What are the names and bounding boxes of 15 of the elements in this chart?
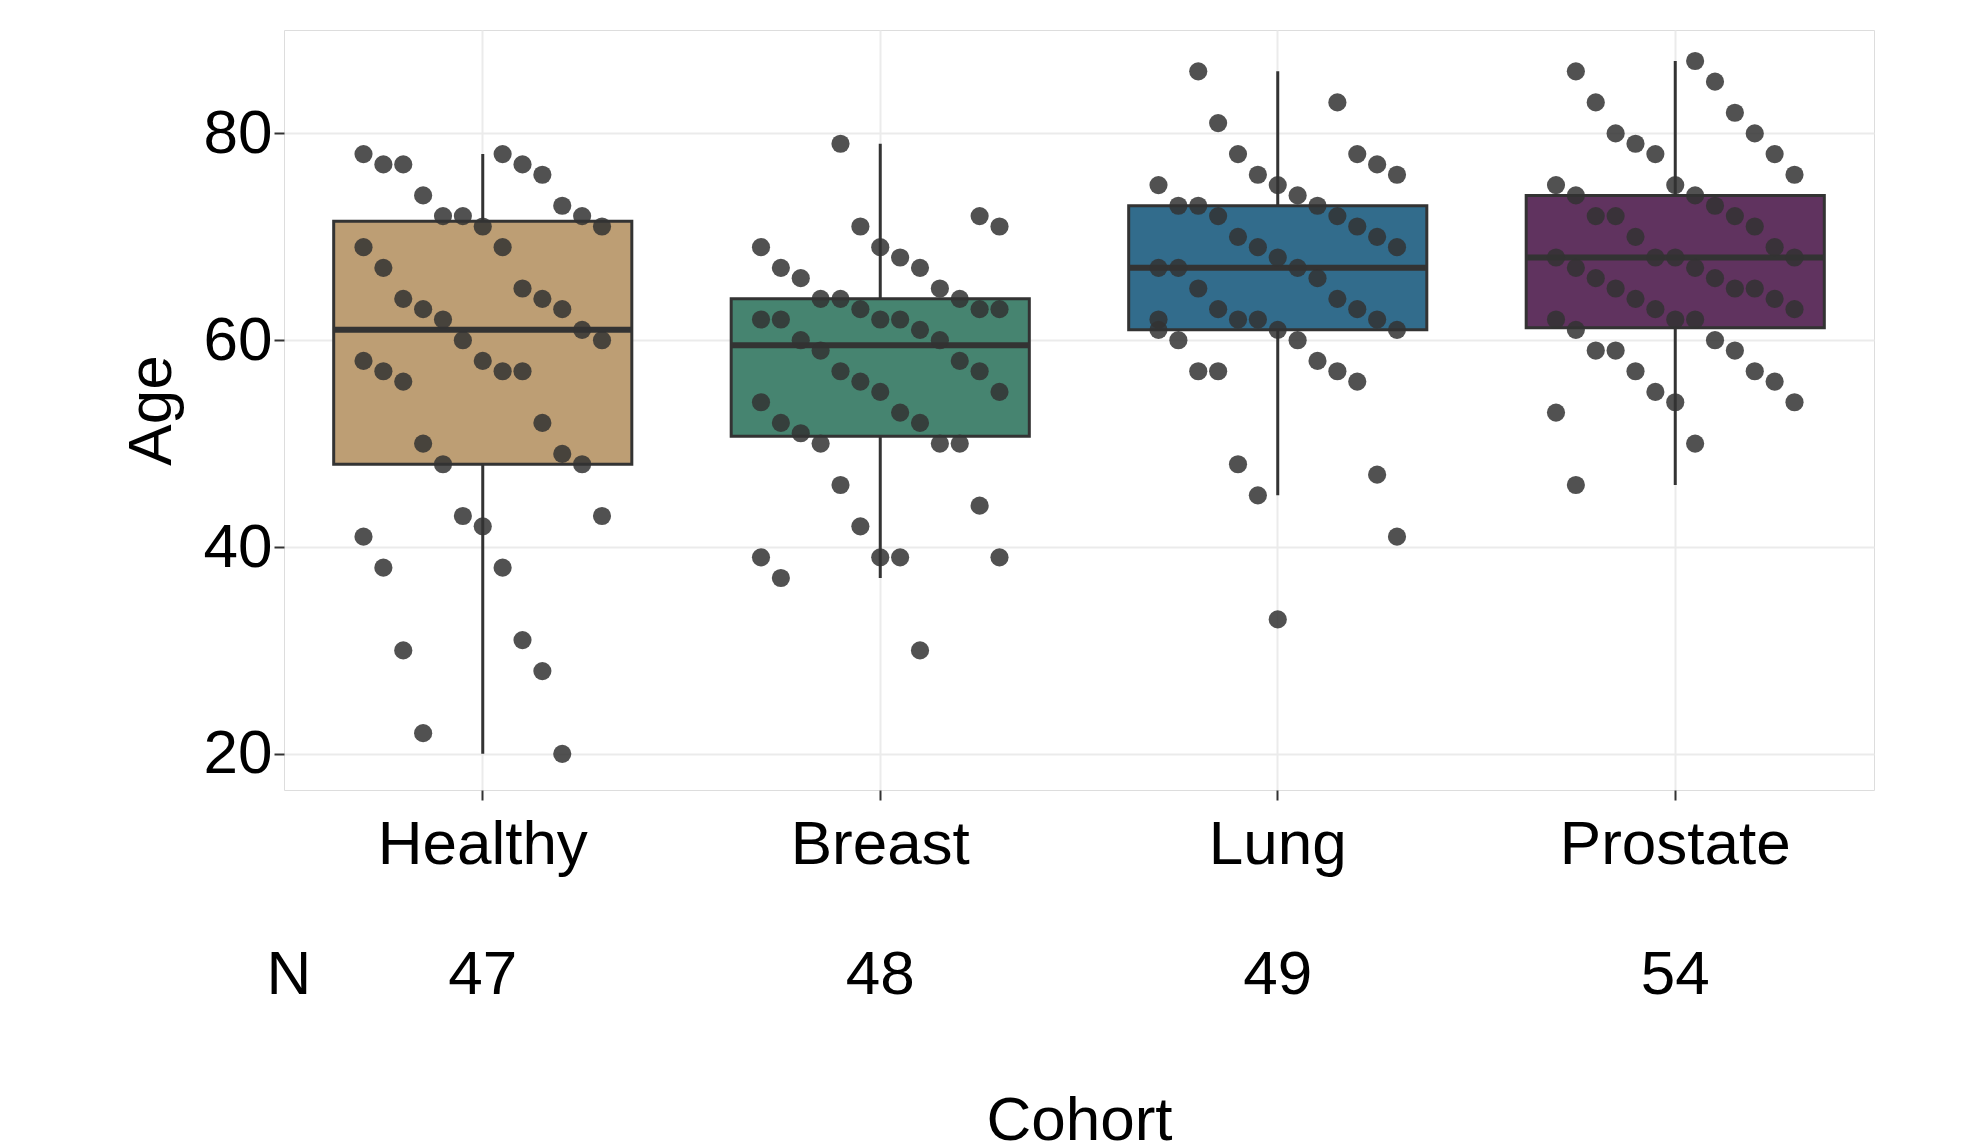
y-tick-label: 40	[203, 510, 273, 580]
y-tick-label: 80	[203, 96, 273, 166]
text: 48	[845, 938, 915, 1007]
x-tick-label: Breast	[790, 807, 970, 877]
x-axis-title: Cohort	[986, 1083, 1173, 1144]
y-axis-title: Age	[114, 355, 184, 466]
text: 54	[1640, 938, 1710, 1007]
x-tick-label: Lung	[1208, 807, 1347, 877]
x-tick-label: Healthy	[377, 807, 588, 877]
text: 47	[448, 938, 518, 1007]
x-tick-label: Prostate	[1559, 807, 1791, 877]
text: 49	[1243, 938, 1313, 1007]
y-tick-label: 20	[203, 717, 273, 787]
text: N	[266, 938, 312, 1007]
y-tick-label: 60	[203, 303, 273, 373]
